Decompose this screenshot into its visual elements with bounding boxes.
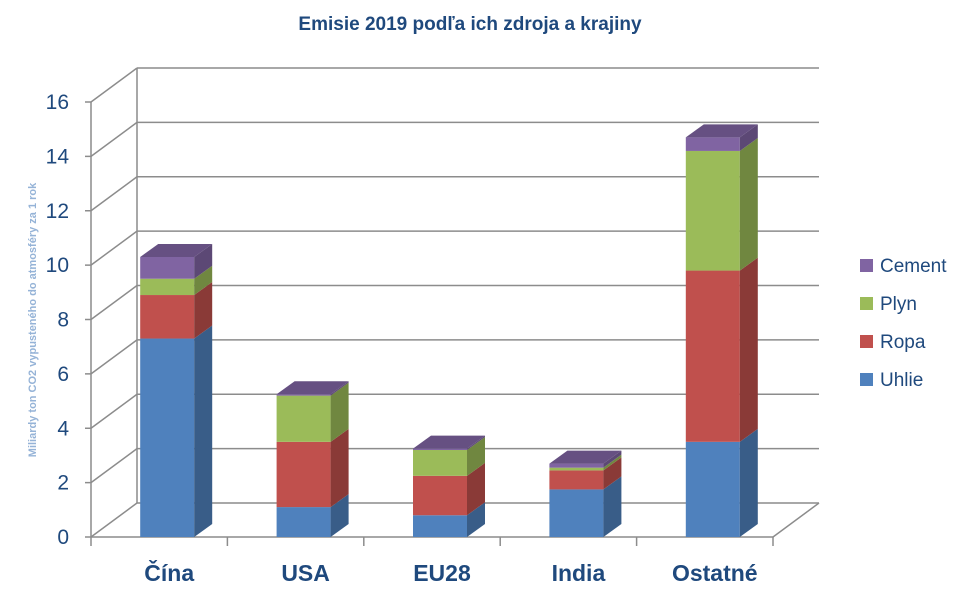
bar-top-face [685,124,758,138]
bar-segment-plyn [549,467,604,471]
bar-segment-cement [413,448,467,450]
bar-segment-uhlie [685,441,740,537]
bar-stack-1 [276,381,349,537]
bar-segment-cement [140,256,195,279]
gridline-diagonal [90,176,138,212]
bar-stack-0 [140,243,213,537]
bar-segment-side [603,450,622,468]
y-tick-label: 16 [46,91,69,114]
chart-title: Emisie 2019 podľa ich zdroja a krajiny [298,14,642,35]
bar-segment-side [467,435,485,450]
bar-segment-side [739,124,758,151]
y-tick-labels: 0 2 4 6 8 10 12 14 16 [46,91,70,549]
x-tick-label: India [552,560,606,586]
bar-segment-side [194,243,213,279]
bar-segment-side [739,257,758,442]
x-tick-label: EU28 [413,560,471,586]
y-axis-label: Miliardy ton CO2 vypusteného do atmosfér… [27,182,39,457]
bar-top-face [276,381,349,395]
bars [140,124,758,537]
bar-segment-plyn [140,278,195,296]
legend-label-plyn: Plyn [880,294,917,315]
bar-segment-side [194,282,213,339]
y-tick-label: 14 [46,145,70,168]
legend-label-ropa: Ropa [880,332,926,353]
bar-segment-side [603,454,622,471]
x-tick-labels: Čína USA EU28 India Ostatné [144,559,757,586]
gridline-diagonal [90,448,138,484]
legend-label-uhlie: Uhlie [880,370,923,391]
y-tick-label: 12 [46,200,69,223]
legend-swatch-uhlie [860,373,873,386]
bar-segment-side [739,137,758,271]
bar-top-face [140,243,213,257]
bar-stack-2 [413,435,485,537]
bar-segment-uhlie [549,489,604,537]
bar-stack-3 [549,450,622,537]
gridline-diagonal [90,67,138,103]
bar-segment-ropa [685,270,740,442]
legend: Cement Plyn Ropa Uhlie [860,256,947,391]
gridline-diagonal [90,121,138,157]
x-tick-label: USA [281,560,330,586]
gridline-diagonal [90,393,138,429]
bar-segment-plyn [276,395,331,442]
bar-segment-side [330,428,349,508]
y-tick-label: 0 [57,526,69,549]
bar-segment-side [194,325,213,537]
legend-swatch-plyn [860,297,873,310]
bar-segment-side [194,265,213,296]
bar-segment-side [603,457,622,490]
bar-segment-side [330,382,349,442]
bar-segment-plyn [413,450,467,476]
legend-swatch-cement [860,259,873,272]
bar-segment-side [467,462,485,516]
x-tick-label: Ostatné [672,560,758,586]
y-tick-label: 8 [57,309,69,332]
bar-segment-side [603,476,622,537]
bar-segment-uhlie [413,515,467,537]
bar-segment-cement [685,137,740,151]
y-tick-label: 6 [57,363,69,386]
bar-segment-ropa [413,475,467,516]
bar-segment-side [467,502,485,537]
gridline-diagonal [90,339,138,375]
legend-label-cement: Cement [880,256,947,277]
y-tick-label: 4 [57,417,69,440]
bar-segment-ropa [140,295,195,339]
bar-segment-cement [276,394,331,396]
bar-stack-4 [685,124,758,537]
x-tick-label: Čína [144,559,194,586]
bar-segment-cement [549,463,604,468]
bar-top-face [549,450,622,464]
y-tick-label: 2 [57,472,69,495]
bar-segment-plyn [685,150,740,271]
floor-edge [772,502,820,538]
bar-segment-side [467,437,485,476]
bar-segment-uhlie [140,338,195,537]
bar-segment-ropa [276,441,331,508]
bar-segment-side [330,381,349,396]
bar-top-face [413,435,485,449]
legend-swatch-ropa [860,335,873,348]
bar-segment-side [739,428,758,537]
gridline-diagonal [90,284,138,321]
gridline-diagonal [90,230,138,266]
bar-segment-side [330,494,349,537]
y-tick-label: 10 [46,254,69,277]
bar-segment-uhlie [276,507,331,537]
gridline-diagonal [90,502,138,538]
bar-segment-ropa [549,470,604,490]
